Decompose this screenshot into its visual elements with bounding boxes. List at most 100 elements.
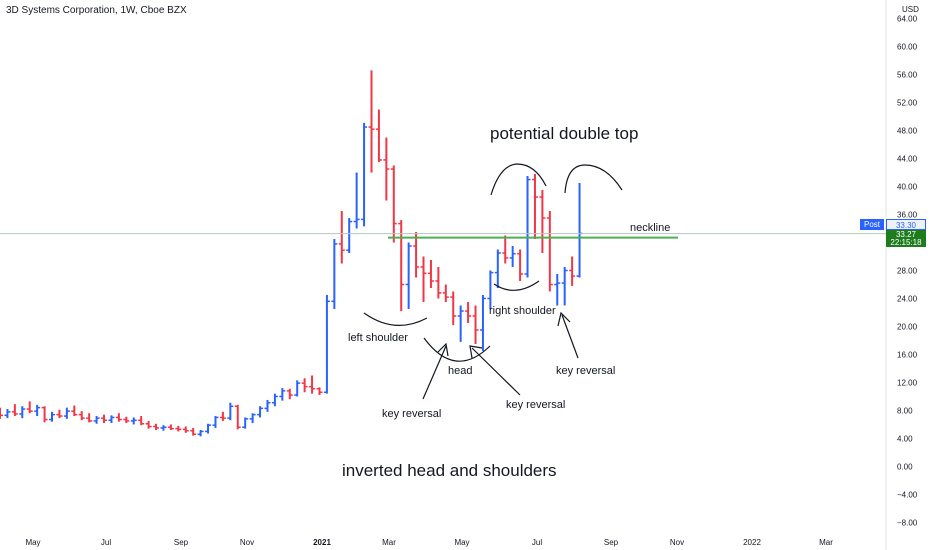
ohlc-bar (4, 409, 11, 419)
arrow-shaft (471, 347, 521, 396)
ohlc-bar (576, 183, 583, 278)
ohlc-bar (123, 416, 130, 424)
price-tick-label: 48.00 (897, 127, 918, 136)
ohlc-bar (249, 413, 256, 424)
time-tick-label: 2022 (743, 538, 761, 547)
ohlc-bar (465, 301, 472, 323)
price-tick-label: 24.00 (897, 294, 918, 303)
key-reversal-arrow-3 (557, 311, 579, 359)
ohlc-bar (569, 256, 576, 286)
ohlc-bar (56, 409, 63, 419)
head-label: head (448, 365, 472, 377)
ohlc-bar (101, 414, 108, 424)
post-market-tag: Post (860, 219, 884, 230)
neckline-label: neckline (630, 222, 670, 234)
ohlc-bar (160, 425, 167, 431)
ohlc-bar (487, 270, 494, 309)
key-reversal-arrow-1 (422, 342, 449, 400)
ohlc-bar (561, 267, 568, 306)
time-tick-label: Mar (382, 538, 396, 547)
ohlc-bar (264, 399, 271, 412)
ohlc-bar (301, 378, 308, 393)
time-axis[interactable]: May Jul Sep Nov 2021 Mar May Jul Sep Nov 2022 Mar (25, 538, 833, 547)
ohlc-bar (375, 109, 382, 163)
ohlc-bar (286, 388, 293, 400)
ohlc-bar (390, 165, 397, 243)
key-reversal-label-1: key reversal (382, 408, 441, 420)
ohlc-bar (63, 407, 70, 419)
ohlc-bar (457, 305, 464, 342)
price-tick-label: −8.00 (897, 518, 918, 527)
price-tick-label: 4.00 (897, 434, 913, 443)
time-tick-label: May (25, 538, 40, 547)
price-tick-label: 20.00 (897, 322, 918, 331)
ohlc-bar (130, 417, 137, 425)
price-tick-label: 28.00 (897, 267, 918, 276)
ohlc-bar (145, 420, 152, 429)
price-tick-label: −4.00 (897, 490, 918, 499)
ohlc-bar (78, 411, 85, 421)
double-top-arc-2 (564, 164, 623, 194)
post-market-price: 33.30 (886, 219, 926, 230)
ohlc-bar (420, 256, 427, 302)
arrow-head (437, 342, 449, 357)
time-tick-label: Sep (604, 538, 619, 547)
key-reversal-label-2: key reversal (506, 399, 565, 411)
ohlc-bar (93, 416, 100, 424)
time-tick-label: Jul (532, 538, 542, 547)
ohlc-bar (450, 291, 457, 326)
bar-countdown: 22:15:18 (890, 238, 922, 247)
ohlc-bar (0, 407, 3, 419)
key-reversal-arrow-2 (469, 345, 521, 396)
arrow-shaft (561, 314, 579, 359)
ohlc-bar (442, 284, 449, 302)
time-tick-label: Nov (240, 538, 254, 547)
price-tick-label: 12.00 (897, 378, 918, 387)
ohlc-bar (175, 425, 182, 432)
ohlc-bar (294, 380, 301, 397)
ohlc-bar (271, 393, 278, 407)
ohlc-bar (472, 305, 479, 344)
ohlc-bar (331, 239, 338, 309)
ohlc-bar (517, 249, 524, 281)
price-tick-label: 56.00 (897, 71, 918, 80)
time-tick-label: May (454, 538, 469, 547)
ohlc-bar (383, 137, 390, 201)
ohlc-bar (479, 294, 486, 351)
annotation-drawings (0, 163, 886, 400)
ohlc-bar (279, 388, 286, 401)
ohlc-bar (227, 402, 234, 421)
right-shoulder-label: right shoulder (489, 305, 556, 317)
price-tick-label: 16.00 (897, 350, 918, 359)
ohlc-bar (71, 405, 78, 417)
time-tick-label: 2021 (313, 538, 331, 547)
ohlc-bar (323, 294, 330, 394)
price-tick-label: 44.00 (897, 155, 918, 164)
ohlc-bar (353, 172, 360, 229)
time-tick-label: Mar (819, 538, 833, 547)
price-axis[interactable]: 64.00 60.00 56.00 52.00 48.00 44.00 40.00 36.00… (885, 0, 918, 550)
currency-label: USD (902, 5, 919, 14)
ohlc-bar (34, 404, 41, 417)
price-tick-label: 64.00 (897, 15, 918, 24)
ohlc-bar (41, 406, 48, 423)
ohlc-bar (219, 411, 226, 421)
ohlc-bar (554, 273, 561, 306)
ohlc-bar (49, 411, 56, 422)
ohlc-bar (361, 122, 368, 227)
pattern-label: inverted head and shoulders (342, 461, 557, 480)
time-tick-label: Jul (101, 538, 111, 547)
ohlc-bars (0, 70, 583, 437)
ohlc-bar (257, 406, 264, 418)
ohlc-bar (26, 401, 33, 414)
ohlc-bar (502, 235, 509, 264)
double-top-label: potential double top (490, 124, 638, 143)
arrow-head (557, 311, 571, 327)
ohlc-bar (19, 406, 26, 419)
ohlc-bar (546, 211, 553, 292)
ohlc-bar (11, 404, 18, 417)
price-tick-label: 36.00 (897, 211, 918, 220)
ohlc-bar (494, 249, 501, 288)
last-price-badge: 33.27 22:15:18 (886, 230, 926, 247)
